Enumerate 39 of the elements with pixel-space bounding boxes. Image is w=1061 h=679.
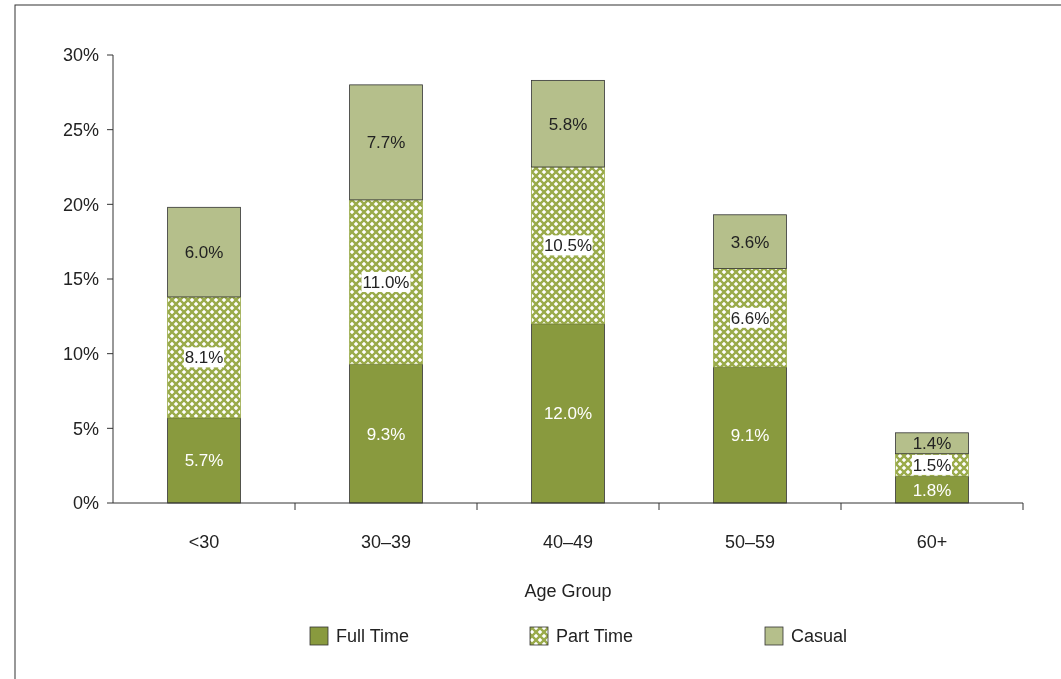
data-label: 12.0%	[543, 404, 593, 424]
data-label: 1.8%	[912, 480, 952, 500]
data-label: 1.4%	[912, 434, 952, 454]
x-tick-label: 50–59	[724, 532, 776, 552]
data-label: 9.1%	[730, 426, 770, 445]
data-label: 6.0%	[184, 243, 224, 263]
legend-label: Part Time	[556, 626, 634, 647]
x-tick-label: 40–49	[542, 532, 594, 552]
x-axis-title: Age Group	[524, 581, 612, 601]
y-tick-label: 30%	[62, 45, 99, 66]
bar	[713, 268, 787, 368]
data-label: 10.5%	[543, 236, 593, 256]
bar	[349, 199, 423, 365]
bar	[713, 214, 787, 269]
data-label: 3.6%	[730, 232, 770, 252]
data-label: 7.7%	[366, 133, 406, 153]
legend-label: Full Time	[336, 626, 410, 647]
bar	[531, 166, 605, 325]
y-tick-label: 25%	[62, 119, 99, 140]
bar	[531, 79, 605, 168]
data-label: 1.5%	[912, 455, 952, 475]
data-label: 9.3%	[366, 424, 406, 444]
bar	[167, 206, 241, 298]
data-label: 5.7%	[184, 451, 224, 471]
data-label: 11.0%	[362, 272, 410, 292]
legend-label: Casual	[791, 626, 848, 647]
data-label: 5.8%	[548, 114, 588, 134]
x-tick-label: 60+	[916, 532, 948, 552]
x-tick-label: 30–39	[360, 532, 412, 552]
data-label: 8.1%	[184, 348, 224, 368]
y-tick-label: 10%	[62, 343, 99, 364]
data-label: 6.6%	[730, 308, 770, 328]
bar	[167, 296, 241, 419]
y-tick-label: 15%	[62, 269, 99, 290]
bar	[349, 84, 423, 201]
y-tick-label: 20%	[62, 194, 99, 215]
y-tick-label: 5%	[72, 418, 99, 439]
x-tick-label: <30	[188, 532, 220, 552]
y-tick-label: 0%	[72, 493, 99, 514]
